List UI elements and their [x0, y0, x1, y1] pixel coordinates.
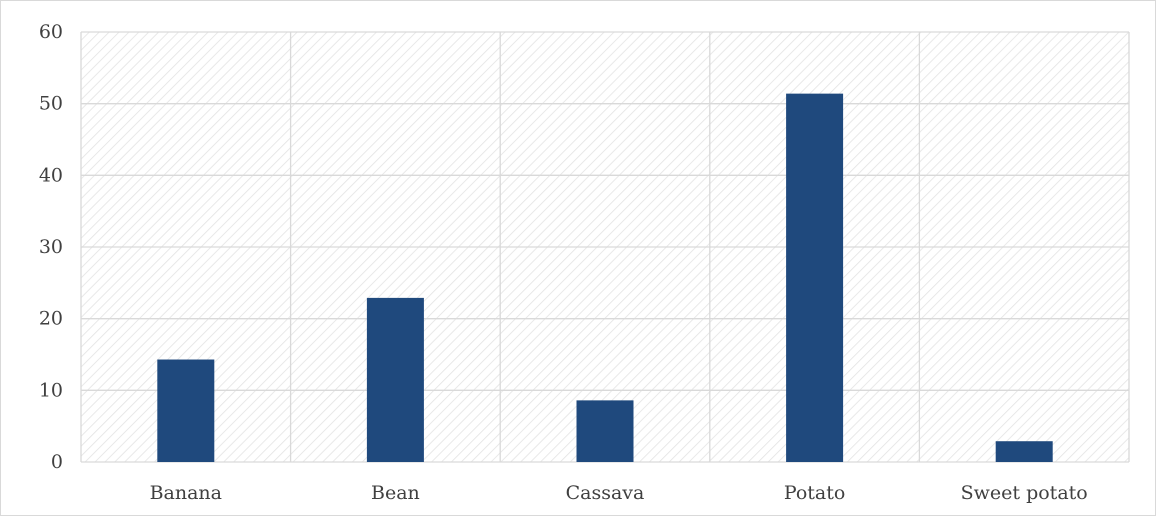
y-tick-label: 10 [39, 379, 63, 401]
bar-cassava [576, 400, 634, 462]
y-tick-label: 20 [39, 308, 63, 330]
x-tick-label: Potato [784, 482, 846, 504]
y-axis-tick-labels: 0 10 20 30 40 50 60 [39, 21, 63, 473]
x-tick-label: Cassava [566, 482, 645, 504]
y-tick-label: 60 [39, 21, 63, 43]
x-tick-label: Bean [371, 482, 420, 504]
bars [157, 93, 1053, 462]
x-tick-label: Banana [150, 482, 222, 504]
bar-bean [366, 297, 424, 462]
bar-potato [786, 93, 844, 462]
bar-banana [157, 359, 215, 462]
x-tick-label: Sweet potato [961, 482, 1088, 504]
bar-sweet-potato [995, 441, 1053, 462]
y-tick-label: 30 [39, 236, 63, 258]
y-tick-label: 0 [51, 451, 63, 473]
x-axis-tick-labels: Banana Bean Cassava Potato Sweet potato [150, 482, 1088, 504]
y-tick-label: 50 [39, 93, 63, 115]
y-tick-label: 40 [39, 164, 63, 186]
gridlines [80, 31, 1130, 463]
